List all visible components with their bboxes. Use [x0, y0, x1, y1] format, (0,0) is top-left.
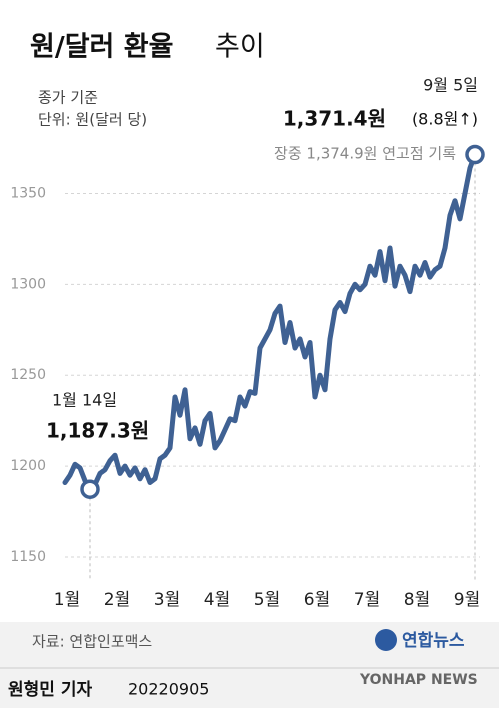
- annotation-date: 1월 14일: [52, 391, 117, 410]
- annotation-value: 1,371.4원: [283, 107, 386, 131]
- highlight-marker: [80, 479, 100, 499]
- x-tick-label: 1월: [54, 590, 80, 610]
- annotation-date: 9월 5일: [423, 76, 478, 95]
- chart-title: 원/달러 환율: [30, 32, 173, 63]
- date: 20220905: [128, 680, 209, 699]
- y-tick-label: 1250: [10, 367, 46, 383]
- highlight-marker: [465, 144, 485, 165]
- logo-name: 연합뉴스: [402, 630, 465, 651]
- x-tick-label: 5월: [254, 590, 280, 610]
- annotation-note: 장중 1,374.9원 연고점 기록: [274, 145, 456, 163]
- y-tick-label: 1200: [10, 458, 46, 474]
- footer-band: [0, 622, 499, 708]
- y-tick-label: 1350: [10, 185, 46, 201]
- x-tick-label: 4월: [204, 590, 230, 610]
- chart-title-suffix: 추이: [215, 32, 265, 63]
- subtitle: 단위: 원(달러 당): [38, 111, 147, 129]
- x-tick-label: 3월: [154, 590, 180, 610]
- subtitle: 종가 기준: [38, 89, 98, 107]
- x-tick-label: 9월: [454, 590, 480, 610]
- x-tick-label: 8월: [404, 590, 430, 610]
- reporter: 원형민 기자: [8, 679, 92, 700]
- y-tick-label: 1300: [10, 276, 46, 292]
- y-tick-label: 1150: [10, 549, 46, 565]
- logo-english: YONHAP NEWS: [359, 672, 478, 688]
- x-tick-label: 7월: [354, 590, 380, 610]
- x-tick-label: 6월: [304, 590, 330, 610]
- source: 자료: 연합인포맥스: [32, 633, 152, 651]
- annotation-change: (8.8원↑): [412, 110, 478, 129]
- logo-icon: [375, 629, 397, 651]
- x-tick-label: 2월: [104, 590, 130, 610]
- annotation-value: 1,187.3원: [46, 419, 149, 443]
- line: [62, 152, 478, 492]
